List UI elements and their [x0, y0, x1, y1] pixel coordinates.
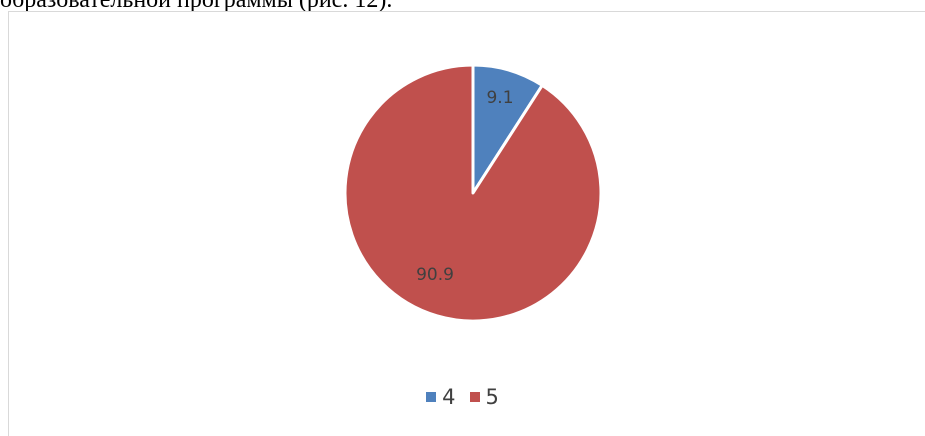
data-label-4: 9.1: [486, 88, 513, 108]
legend-item-5: 5: [469, 385, 499, 409]
document-text-line: образовательной программы (рис. 12).: [0, 0, 393, 13]
pie-slice-5: [343, 63, 603, 323]
legend-label-5: 5: [485, 385, 499, 409]
legend-swatch-5: [469, 392, 480, 402]
legend-label-4: 4: [442, 385, 456, 409]
pie-data-labels: 9.1 90.9: [416, 88, 513, 285]
legend-item-4: 4: [426, 385, 456, 409]
pie-slices: [343, 63, 603, 323]
legend-swatch-4: [426, 392, 437, 402]
data-label-5: 90.9: [416, 265, 454, 285]
chart-legend: 4 5: [0, 385, 925, 409]
